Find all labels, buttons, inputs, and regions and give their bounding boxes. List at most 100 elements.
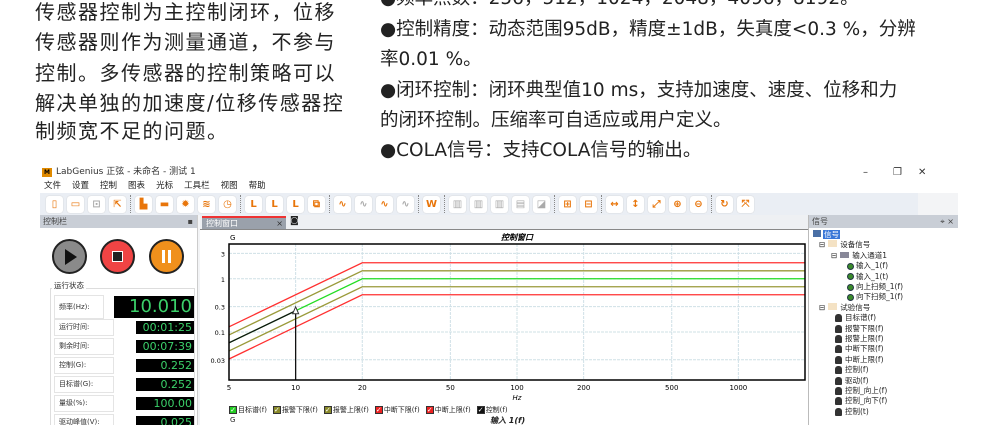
tree-signal-item[interactable]: 输入_1(f) [847,261,888,271]
chart-legend: ✓ 目标谱(f) ✓ 报警下限(f) ✓ 报警上限(f) ✓ 中断下限(f) ✓ 中断上限(f) ✓… [229,405,508,416]
zoom-in-button[interactable]: ⊕ [669,195,686,213]
play-icon [65,248,77,265]
legend-checkbox-icon[interactable]: ✓ [476,406,485,414]
pin-icon[interactable]: ▪ [187,217,193,226]
tree-root[interactable]: 信号 [813,230,840,240]
tree-signal-item[interactable]: 驱动(f) [835,376,869,386]
legend-label: 目标谱(f) [238,406,267,414]
tree-signal-item[interactable]: 控制(f) [835,365,869,375]
tree-channel[interactable]: ⊟ 输入通道1 [831,251,887,261]
tree-signal-item[interactable]: 向上扫频_1(f) [847,282,903,292]
sine-3-button[interactable]: ∿ [376,195,393,213]
tree-signal-item[interactable]: 报警下限(f) [835,324,884,334]
labgenius-window: M LabGenius 正弦 - 未命名 - 测试 1 – ❐ ✕ 文件 设置 控制… [40,165,958,425]
profile-button[interactable]: ≋ [198,195,215,213]
menu-item[interactable]: 工具栏 [184,181,210,191]
tree-signal-item[interactable]: 控制_向下(f) [835,396,887,406]
tree-signal-item[interactable]: 目标谱(f) [835,313,876,323]
close-button[interactable]: ✕ [918,167,927,178]
legend-item[interactable]: ✓ 控制(f) [476,405,508,416]
menu-item[interactable]: 图表 [128,181,146,191]
chart-3-icon: ▥ [494,198,505,210]
legend-item[interactable]: ✓ 中断下限(f) [374,405,420,416]
sine-2-button[interactable]: ∿ [355,195,372,213]
settings-button[interactable]: ✹ [177,195,194,213]
signal-probe-icon [835,335,842,343]
tree-signal-item[interactable]: 中断下限(f) [835,344,884,354]
cursor-marker[interactable] [291,305,300,315]
legend-item[interactable]: ✓ 报警下限(f) [272,405,318,416]
signal-probe-icon [835,397,842,406]
chart-2-button[interactable]: ▥ [470,195,487,213]
minimize-button[interactable]: – [863,167,868,178]
menu-item[interactable]: 控制 [100,181,118,191]
control-chart[interactable]: 控制窗口 G 5 10 20 50 100 200 500 1000 3 1 0.3 0.1 0.03 Hz [200,230,808,402]
tree-signal-item[interactable]: 向下扫频_1(f) [847,292,903,302]
open-button[interactable]: ⊡ [88,195,105,213]
clock-button[interactable]: ◷ [219,195,236,213]
menu-item[interactable]: 光标 [156,181,174,191]
tree-test-signals[interactable]: ⊟ 试验信号 [819,302,870,313]
zoom-in-icon: ⊕ [673,198,682,210]
fit-diag-button[interactable]: ⤢ [648,195,665,213]
input-button[interactable]: ▙ [135,195,152,213]
tree-signal-item[interactable]: 中断上限(f) [835,355,884,365]
fit-y-icon: ↕ [631,198,640,210]
panel-title: 控制栏 [43,217,67,226]
window-title: LabGenius 正弦 - 未命名 - 测试 1 [56,167,196,177]
sine-4-button[interactable]: ∿ [397,195,414,213]
limit-1-button[interactable]: L [245,195,262,213]
menu-item[interactable]: 帮助 [248,181,266,191]
legend-item[interactable]: ✓ 目标谱(f) [229,405,267,416]
export-button[interactable]: ⇱ [109,195,126,213]
fullscreen-button[interactable]: ⤧ [737,195,754,213]
pause-button[interactable] [149,239,184,274]
chart-3-button[interactable]: ▥ [491,195,508,213]
output-button[interactable]: ▬ [156,195,173,213]
tab-close-icon[interactable]: × [276,219,283,228]
legend-item[interactable]: ✓ 中断上限(f) [425,405,471,416]
signal-probe-icon [835,407,842,416]
toolbar-separator [418,195,419,213]
menu-item[interactable]: 设置 [72,181,90,191]
tree-signal-item[interactable]: 控制_向上(f) [835,386,887,396]
legend-checkbox-icon[interactable]: ✓ [374,406,383,414]
menu-item[interactable]: 文件 [44,181,62,191]
restore-button[interactable]: ❐ [893,167,902,178]
menu-item[interactable]: 视图 [220,181,238,191]
zoom-out-button[interactable]: ⊖ [690,195,707,213]
copy-button[interactable]: ⧉ [308,195,325,213]
tree-signal-item[interactable]: 报警上限(f) [835,334,884,344]
status-row: 运行时间: 00:01:25 [54,319,194,336]
legend-checkbox-icon[interactable]: ✓ [272,406,281,414]
tree-signal-item[interactable]: 输入_1(t) [847,272,888,282]
sine-1-button[interactable]: ∿ [334,195,351,213]
save-button[interactable]: ▭ [67,195,84,213]
legend-item[interactable]: ✓ 报警上限(f) [323,405,369,416]
refresh-button[interactable]: ↻ [716,195,733,213]
layout-1-button[interactable]: ⊞ [559,195,576,213]
limit-2-button[interactable]: L [266,195,283,213]
tree-label: 信号 [823,230,840,239]
legend-checkbox-icon[interactable]: ✓ [229,406,237,414]
tab-control-window[interactable]: 控制窗口 × [202,216,286,229]
legend-checkbox-icon[interactable]: ✓ [323,406,332,414]
word-report-button[interactable]: W [423,195,440,213]
chart-4-button[interactable]: ▤ [512,195,529,213]
tree-signal-item[interactable]: 控制(t) [835,407,869,417]
chart-5-button[interactable]: ◪ [533,195,550,213]
pause-icon [162,250,171,263]
fit-y-button[interactable]: ↕ [627,195,644,213]
camera-icon[interactable]: ◙ [290,216,299,226]
new-button[interactable]: ▯ [46,195,63,213]
chart-1-button[interactable]: ▥ [449,195,466,213]
fit-x-button[interactable]: ↔ [606,195,623,213]
stop-button[interactable] [100,239,135,274]
pin-close-icons[interactable]: ⌖ × [940,217,954,226]
layout-2-button[interactable]: ⊟ [580,195,597,213]
start-button[interactable] [52,239,87,274]
signal-panel: 信号 ⌖ × 信号 ⊟ 设备信号 ⊟ 输入通道1 输入_1(f) 输入_1(t) 向上扫频_1(… [808,215,958,425]
limit-3-button[interactable]: L [287,195,304,213]
legend-checkbox-icon[interactable]: ✓ [425,406,434,414]
tree-device-signals[interactable]: ⊟ 设备信号 [819,240,870,250]
